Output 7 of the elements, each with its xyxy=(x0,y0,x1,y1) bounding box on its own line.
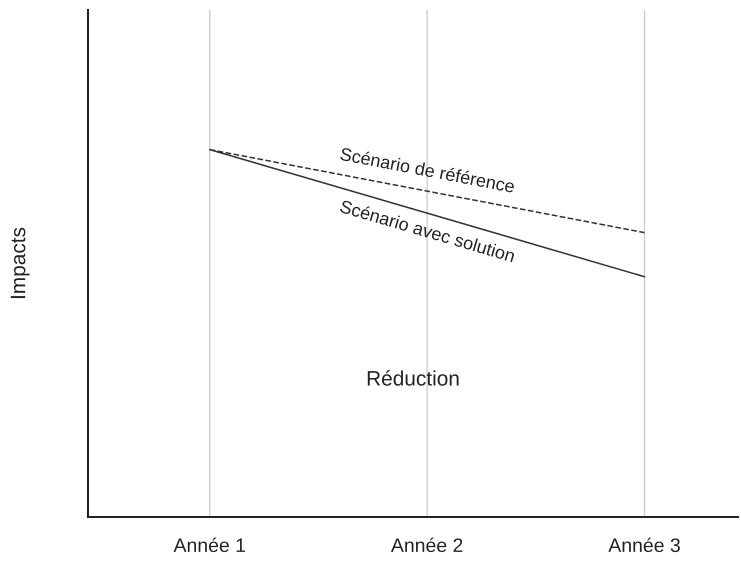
y-axis-title: Impacts xyxy=(10,228,30,298)
x-tick-label: Année 2 xyxy=(390,538,462,552)
x-tick-label: Année 3 xyxy=(608,538,680,552)
x-tick-label: Année 1 xyxy=(174,538,246,552)
text: Scénario avec solution xyxy=(339,199,516,262)
text: Scénario de référence xyxy=(340,146,516,193)
annotation: Réduction xyxy=(368,370,459,386)
